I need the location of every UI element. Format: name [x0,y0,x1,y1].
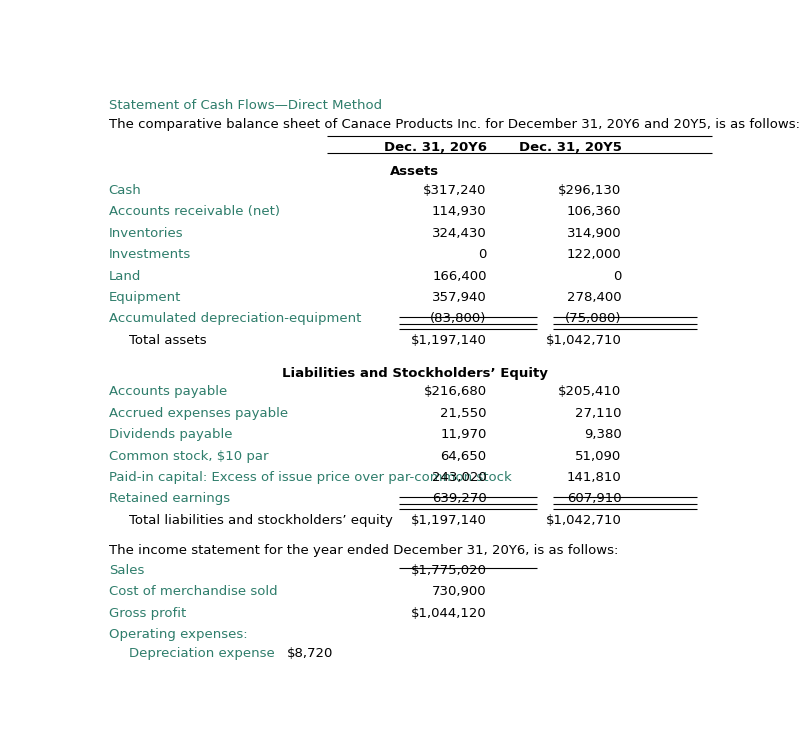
Text: Gross profit: Gross profit [108,607,186,620]
Text: $1,197,140: $1,197,140 [411,514,487,526]
Text: Accounts receivable (net): Accounts receivable (net) [108,206,280,219]
Text: Inventories: Inventories [108,227,184,240]
Text: $1,044,120: $1,044,120 [411,607,487,620]
Text: $1,775,020: $1,775,020 [411,564,487,577]
Text: 0: 0 [478,249,487,261]
Text: 141,810: 141,810 [567,471,621,484]
Text: $296,130: $296,130 [558,184,621,197]
Text: 324,430: 324,430 [432,227,487,240]
Text: 639,270: 639,270 [432,493,487,505]
Text: Equipment: Equipment [108,291,181,304]
Text: $216,680: $216,680 [424,385,487,399]
Text: Dec. 31, 20Y5: Dec. 31, 20Y5 [519,141,621,154]
Text: Assets: Assets [390,165,439,178]
Text: Paid-in capital: Excess of issue price over par-common stock: Paid-in capital: Excess of issue price o… [108,471,511,484]
Text: Liabilities and Stockholders’ Equity: Liabilities and Stockholders’ Equity [282,366,548,379]
Text: $8,720: $8,720 [286,647,333,660]
Text: Accrued expenses payable: Accrued expenses payable [108,407,288,420]
Text: Accumulated depreciation-equipment: Accumulated depreciation-equipment [108,312,361,325]
Text: 11,970: 11,970 [440,428,487,442]
Text: $205,410: $205,410 [558,385,621,399]
Text: 166,400: 166,400 [432,270,487,282]
Text: 607,910: 607,910 [567,493,621,505]
Text: Total liabilities and stockholders’ equity: Total liabilities and stockholders’ equi… [129,514,393,526]
Text: The income statement for the year ended December 31, 20Y6, is as follows:: The income statement for the year ended … [108,544,618,557]
Text: 730,900: 730,900 [432,586,487,599]
Text: Total assets: Total assets [129,334,207,347]
Text: Accounts payable: Accounts payable [108,385,227,399]
Text: 0: 0 [613,270,621,282]
Text: Investments: Investments [108,249,191,261]
Text: Retained earnings: Retained earnings [108,493,230,505]
Text: $1,042,710: $1,042,710 [545,334,621,347]
Text: Cost of merchandise sold: Cost of merchandise sold [108,586,277,599]
Text: 357,940: 357,940 [432,291,487,304]
Text: Common stock, $10 par: Common stock, $10 par [108,450,268,463]
Text: 114,930: 114,930 [432,206,487,219]
Text: Dec. 31, 20Y6: Dec. 31, 20Y6 [383,141,487,154]
Text: 27,110: 27,110 [575,407,621,420]
Text: 106,360: 106,360 [567,206,621,219]
Text: 314,900: 314,900 [567,227,621,240]
Text: $1,197,140: $1,197,140 [411,334,487,347]
Text: Statement of Cash Flows—Direct Method: Statement of Cash Flows—Direct Method [108,99,382,113]
Text: 64,650: 64,650 [441,450,487,463]
Text: Cash: Cash [108,184,142,197]
Text: 278,400: 278,400 [567,291,621,304]
Text: 122,000: 122,000 [567,249,621,261]
Text: 243,020: 243,020 [432,471,487,484]
Text: 9,380: 9,380 [584,428,621,442]
Text: Operating expenses:: Operating expenses: [108,629,248,641]
Text: The comparative balance sheet of Canace Products Inc. for December 31, 20Y6 and : The comparative balance sheet of Canace … [108,118,799,131]
Text: 51,090: 51,090 [575,450,621,463]
Text: $317,240: $317,240 [423,184,487,197]
Text: Dividends payable: Dividends payable [108,428,232,442]
Text: Sales: Sales [108,564,144,577]
Text: $1,042,710: $1,042,710 [545,514,621,526]
Text: Depreciation expense: Depreciation expense [129,647,275,660]
Text: Land: Land [108,270,141,282]
Text: (83,800): (83,800) [430,312,487,325]
Text: 21,550: 21,550 [440,407,487,420]
Text: (75,080): (75,080) [565,312,621,325]
